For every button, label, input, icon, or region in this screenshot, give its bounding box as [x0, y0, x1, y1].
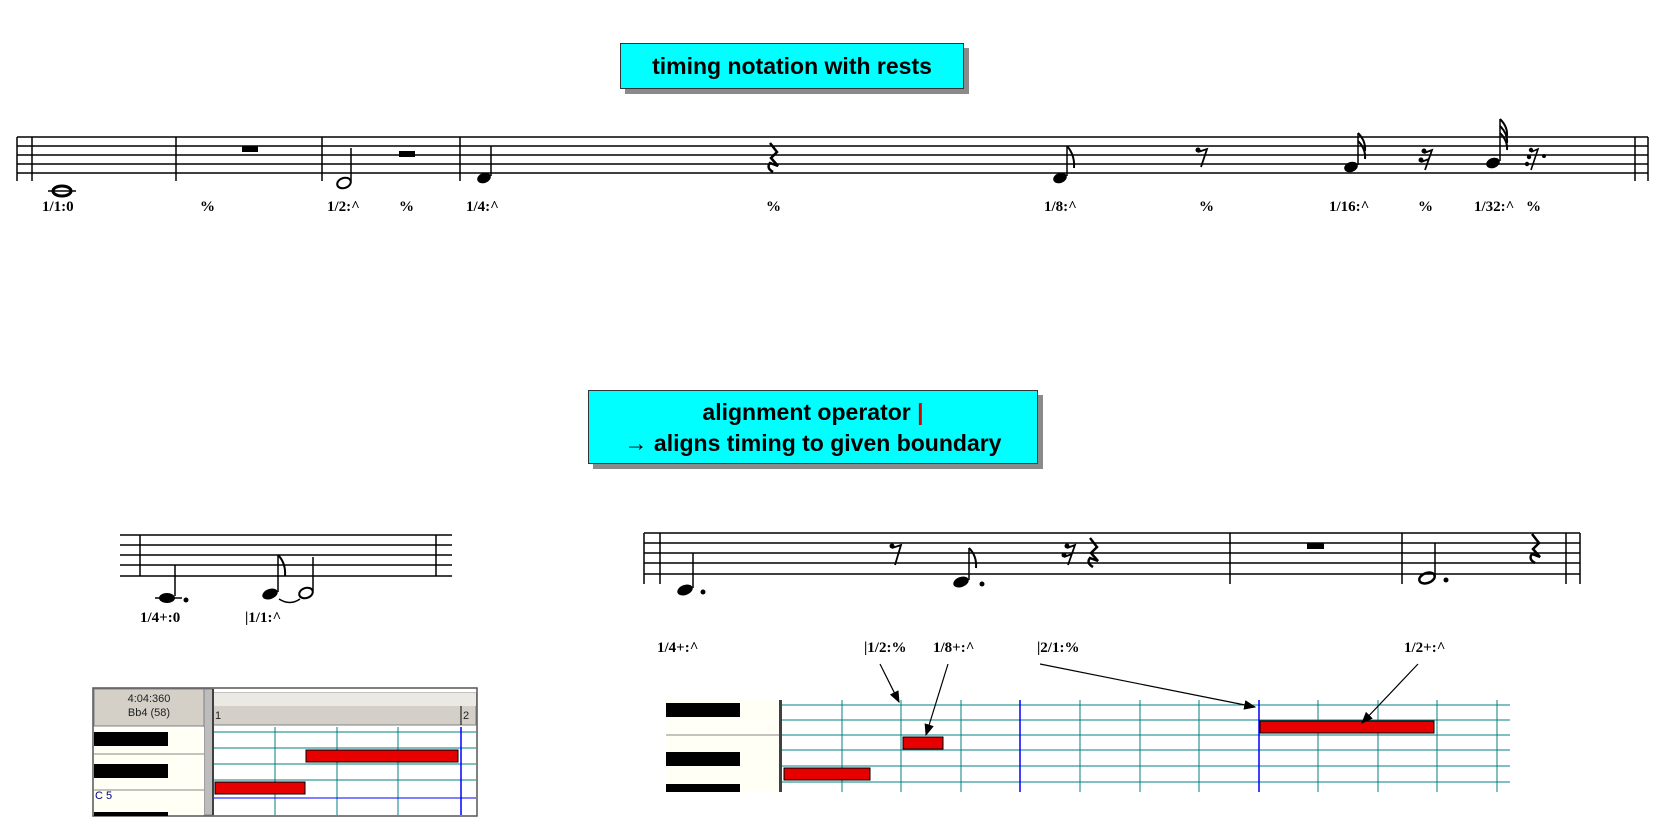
pipe-symbol: | — [917, 399, 924, 425]
big-roll-note-1 — [783, 767, 871, 781]
dotted-half-note-big — [1418, 543, 1449, 585]
label-thirty-second-rest: % — [1526, 199, 1541, 215]
arrow-eighth-note — [924, 663, 949, 737]
big-roll-barlines — [1019, 700, 1260, 792]
whole-rest-big — [1307, 543, 1324, 549]
label-align-whole-big: |2/1:% — [1037, 640, 1080, 656]
big-roll-note-3 — [1259, 720, 1435, 734]
callout-alignment-operator: alignment operator | → aligns timing to … — [588, 390, 1038, 464]
half-rest — [399, 151, 415, 157]
small-roll-pitch: Bb4 (58) — [127, 707, 171, 719]
label-sixteenth-rest: % — [1418, 199, 1433, 215]
small-staff — [120, 534, 452, 577]
arrow-half-boundary — [879, 663, 900, 704]
quarter-rest — [767, 142, 779, 174]
callout-timing-text: timing notation with rests — [652, 53, 932, 79]
big-staff — [643, 532, 1581, 584]
small-roll-bar-start: 1 — [215, 710, 222, 722]
label-dotted-half: 1/2+:^ — [1404, 640, 1446, 656]
big-piano-roll — [666, 700, 1510, 792]
whole-note — [48, 184, 76, 198]
small-roll-note-1 — [305, 749, 459, 763]
quarter-note — [477, 146, 492, 184]
label-eighth-rest: % — [1199, 199, 1214, 215]
label-dotted-quarter: 1/4+:0 — [140, 610, 181, 626]
label-thirty-second-note: 1/32:^ — [1474, 199, 1515, 215]
big-roll-note-2 — [902, 736, 944, 750]
big-staff-symbols — [677, 533, 1541, 596]
callout-alignment-line1: alignment operator | — [702, 399, 924, 425]
eighth-rest — [1195, 147, 1209, 168]
big-roll-grid — [782, 700, 1510, 792]
dotted-eighth-note-big — [953, 547, 985, 588]
small-roll-position: 4:04:360 — [127, 693, 171, 705]
thirty-second-note — [1486, 118, 1509, 169]
tied-eighth-half-notes — [262, 554, 314, 604]
label-dotted-eighth: 1/8+:^ — [933, 640, 975, 656]
top-staff-symbols — [48, 118, 1546, 198]
dotted-quarter-note — [155, 565, 189, 603]
small-piano-roll — [92, 687, 478, 817]
label-dotted-quarter-big: 1/4+:^ — [657, 640, 699, 656]
small-roll-key-label: C 5 — [95, 790, 113, 802]
sixteenth-quarter-rests-big — [1061, 537, 1099, 569]
label-whole-rest: % — [200, 199, 215, 215]
thirty-second-rest — [1524, 147, 1546, 171]
small-roll-bar-end: 2 — [463, 710, 470, 722]
label-eighth-note: 1/8:^ — [1044, 199, 1077, 215]
small-staff-symbols — [155, 554, 314, 604]
dotted-quarter-note-big — [677, 553, 706, 596]
annotation-arrows — [879, 663, 1419, 737]
whole-rest — [242, 146, 258, 152]
label-half-rest: % — [399, 199, 414, 215]
label-quarter-note: 1/4:^ — [466, 199, 499, 215]
quarter-rest-big — [1529, 533, 1541, 565]
small-roll-info-panel — [93, 688, 205, 727]
label-sixteenth-note: 1/16:^ — [1329, 199, 1370, 215]
small-roll-note-2 — [214, 781, 306, 795]
arrow-whole-boundary — [1039, 663, 1257, 710]
label-half-note: 1/2:^ — [327, 199, 360, 215]
eighth-note — [1053, 145, 1076, 184]
label-quarter-rest: % — [766, 199, 781, 215]
label-whole-note: 1/1:0 — [42, 199, 74, 215]
label-align-whole: |1/1:^ — [245, 610, 282, 626]
eighth-rest-big — [889, 543, 903, 566]
arrow-half-note — [1361, 663, 1419, 724]
top-staff — [16, 136, 1649, 181]
callout-timing-notation: timing notation with rests — [620, 43, 964, 89]
half-note — [336, 148, 352, 190]
sixteenth-note — [1344, 132, 1367, 173]
label-align-half: |1/2:% — [864, 640, 907, 656]
callout-alignment-line2: → aligns timing to given boundary — [624, 430, 1002, 456]
sixteenth-rest — [1418, 148, 1434, 171]
